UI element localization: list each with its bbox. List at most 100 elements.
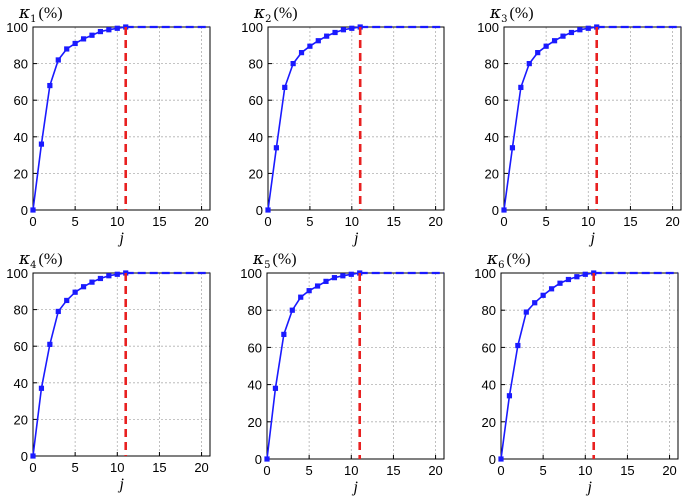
data-point bbox=[290, 61, 296, 67]
x-axis-label: j bbox=[352, 230, 359, 247]
data-point bbox=[349, 25, 355, 31]
x-tick-label: 0 bbox=[264, 214, 271, 229]
x-tick-label: 15 bbox=[620, 463, 634, 478]
x-tick-label: 10 bbox=[110, 214, 124, 229]
data-point bbox=[97, 28, 104, 35]
data-point bbox=[47, 341, 53, 347]
subplot-1: 0 5 10 15 20 0 20 40 60 80 100 j κ1 (%) bbox=[6, 3, 211, 247]
y-tick-label: 40 bbox=[14, 376, 28, 391]
y-tick-label: 0 bbox=[492, 203, 499, 218]
data-point bbox=[315, 38, 321, 44]
x-axis-label: j bbox=[351, 479, 358, 496]
y-tick-label: 40 bbox=[485, 130, 499, 145]
x-tick-label: 10 bbox=[345, 214, 359, 229]
axes-box bbox=[503, 26, 682, 211]
data-point bbox=[265, 207, 271, 213]
x-axis-label: j bbox=[117, 476, 124, 493]
data-point bbox=[306, 288, 312, 294]
y-axis-label-symbol: κ bbox=[489, 3, 501, 23]
y-axis-label-subscript: 5 bbox=[264, 260, 270, 271]
x-tick-label: 5 bbox=[543, 214, 550, 229]
data-point bbox=[340, 27, 347, 33]
y-axis-label-subscript: 3 bbox=[501, 14, 507, 25]
y-axis-label-subscript: 2 bbox=[265, 14, 271, 25]
axes-box bbox=[32, 26, 211, 211]
y-tick-label: 0 bbox=[21, 449, 28, 464]
x-tick-label: 20 bbox=[194, 460, 208, 475]
data-point bbox=[568, 29, 575, 36]
y-axis-label-subscript: 4 bbox=[30, 260, 36, 271]
data-point bbox=[506, 393, 513, 399]
y-tick-label: 60 bbox=[482, 340, 496, 355]
x-tick-label: 5 bbox=[306, 463, 313, 478]
data-point bbox=[281, 331, 287, 337]
y-tick-label: 100 bbox=[474, 266, 496, 281]
data-point bbox=[273, 145, 279, 151]
data-point bbox=[498, 456, 504, 462]
data-point bbox=[72, 40, 78, 47]
data-point bbox=[577, 27, 583, 33]
y-axis-label-unit: (%) bbox=[39, 251, 63, 268]
data-point bbox=[47, 82, 53, 89]
data-point bbox=[114, 25, 120, 31]
data-point bbox=[526, 61, 532, 67]
data-point bbox=[38, 385, 45, 391]
x-axis-label: j bbox=[117, 230, 124, 247]
y-axis-label: κ1 (%) bbox=[18, 3, 63, 25]
y-axis-label: κ3 (%) bbox=[489, 3, 534, 25]
y-axis-label: κ5 (%) bbox=[252, 249, 297, 271]
x-tick-label: 0 bbox=[29, 460, 36, 475]
data-point bbox=[518, 84, 524, 90]
y-tick-label: 20 bbox=[248, 415, 262, 430]
data-point bbox=[282, 84, 288, 90]
y-axis-label-unit: (%) bbox=[39, 5, 63, 22]
y-tick-label: 100 bbox=[241, 20, 263, 35]
data-point bbox=[551, 38, 558, 44]
y-tick-label: 80 bbox=[482, 303, 496, 318]
x-tick-label: 20 bbox=[194, 214, 208, 229]
x-tick-label: 5 bbox=[306, 214, 313, 229]
y-tick-label: 60 bbox=[249, 93, 263, 108]
data-point bbox=[55, 308, 61, 315]
y-tick-label: 20 bbox=[14, 412, 28, 427]
data-point bbox=[72, 289, 78, 295]
x-tick-label: 5 bbox=[72, 214, 79, 229]
x-tick-label: 10 bbox=[110, 460, 124, 475]
x-tick-label: 10 bbox=[581, 214, 595, 229]
data-point bbox=[80, 284, 87, 290]
x-tick-label: 10 bbox=[578, 463, 592, 478]
data-point bbox=[515, 342, 521, 349]
data-point bbox=[314, 283, 321, 289]
x-tick-label: 20 bbox=[428, 214, 442, 229]
subplot-4: 0 5 10 15 20 0 20 40 60 80 100 j κ4 (%) bbox=[6, 249, 211, 493]
data-point bbox=[331, 275, 338, 281]
series-line bbox=[266, 272, 360, 460]
data-point bbox=[348, 271, 354, 277]
subplot-2: 0 5 10 15 20 0 20 40 60 80 100 j κ2 (%) bbox=[241, 3, 445, 247]
y-axis-label: κ2 (%) bbox=[253, 3, 298, 25]
data-point bbox=[340, 273, 346, 279]
y-axis-label: κ6 (%) bbox=[486, 249, 531, 271]
data-point bbox=[585, 25, 591, 31]
y-axis-label-unit: (%) bbox=[510, 5, 534, 22]
y-axis-label-unit: (%) bbox=[507, 251, 531, 268]
y-tick-label: 20 bbox=[482, 415, 496, 430]
x-tick-label: 15 bbox=[386, 214, 400, 229]
data-point bbox=[501, 207, 507, 213]
y-tick-label: 100 bbox=[240, 266, 262, 281]
data-point bbox=[298, 294, 304, 300]
y-tick-label: 80 bbox=[248, 303, 262, 318]
y-tick-label: 80 bbox=[14, 303, 28, 318]
data-point bbox=[574, 274, 580, 280]
y-axis-label-symbol: κ bbox=[486, 249, 498, 269]
subplot-6: 0 5 10 15 20 0 20 40 60 80 100 j κ6 (%) bbox=[474, 249, 679, 496]
data-point bbox=[114, 271, 120, 277]
y-tick-label: 0 bbox=[489, 452, 496, 467]
y-axis-label-unit: (%) bbox=[274, 5, 298, 22]
y-tick-label: 0 bbox=[21, 203, 28, 218]
axes-box bbox=[32, 272, 211, 457]
data-point bbox=[264, 456, 270, 462]
data-point bbox=[38, 141, 45, 147]
